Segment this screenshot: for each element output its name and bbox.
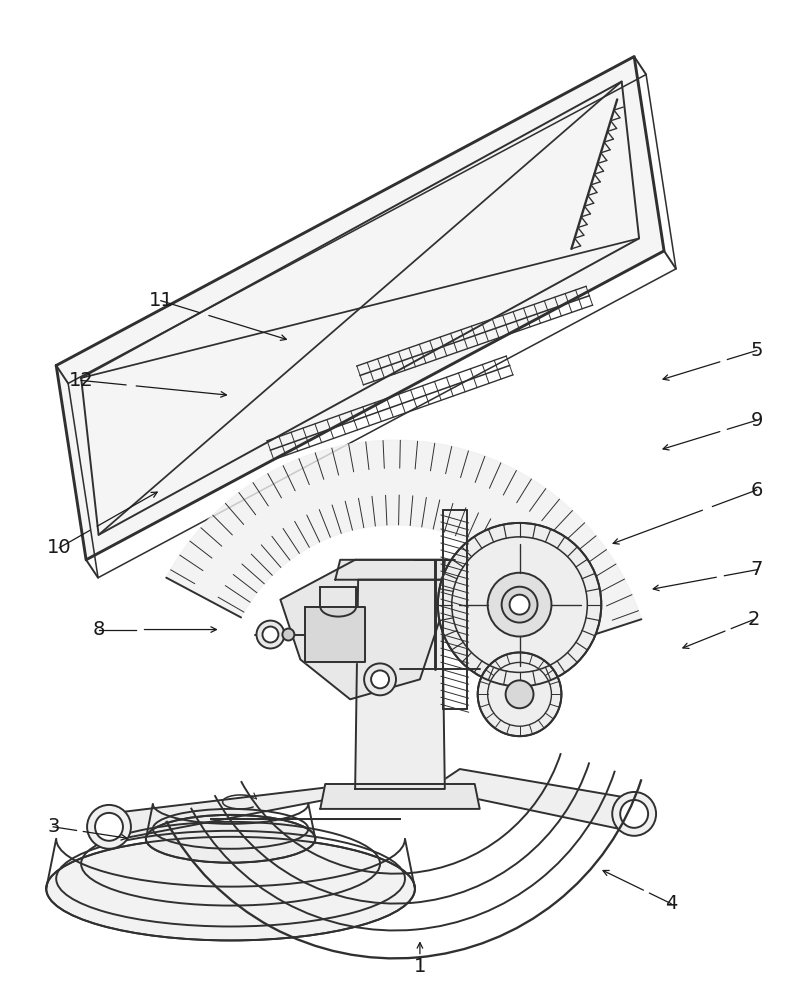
Text: 1: 1 [413, 957, 426, 976]
Polygon shape [280, 560, 445, 699]
Circle shape [510, 595, 529, 615]
Text: 5: 5 [750, 341, 763, 360]
Text: 3: 3 [47, 817, 59, 836]
Text: 2: 2 [747, 610, 760, 629]
Circle shape [95, 813, 123, 841]
Circle shape [256, 621, 284, 648]
Circle shape [477, 652, 562, 736]
Polygon shape [320, 784, 480, 809]
Circle shape [620, 800, 648, 828]
Text: 8: 8 [93, 620, 105, 639]
Polygon shape [305, 607, 365, 662]
Polygon shape [430, 769, 634, 829]
Circle shape [87, 805, 131, 849]
Polygon shape [106, 784, 355, 839]
Text: 9: 9 [750, 411, 763, 430]
Circle shape [506, 680, 533, 708]
Circle shape [488, 573, 552, 637]
Circle shape [612, 792, 656, 836]
Polygon shape [166, 440, 641, 645]
Circle shape [502, 587, 537, 623]
Circle shape [282, 629, 294, 641]
Circle shape [364, 663, 396, 695]
Ellipse shape [47, 837, 415, 940]
Text: 6: 6 [750, 481, 763, 500]
Polygon shape [335, 560, 465, 580]
Polygon shape [355, 580, 445, 789]
Text: 4: 4 [665, 894, 677, 913]
Polygon shape [56, 57, 664, 560]
Text: 7: 7 [750, 560, 763, 579]
Circle shape [263, 627, 279, 642]
Text: 10: 10 [47, 538, 72, 557]
Circle shape [438, 523, 601, 686]
Ellipse shape [146, 815, 316, 863]
Text: 12: 12 [69, 371, 93, 390]
Text: 11: 11 [148, 291, 174, 310]
Circle shape [371, 670, 389, 688]
